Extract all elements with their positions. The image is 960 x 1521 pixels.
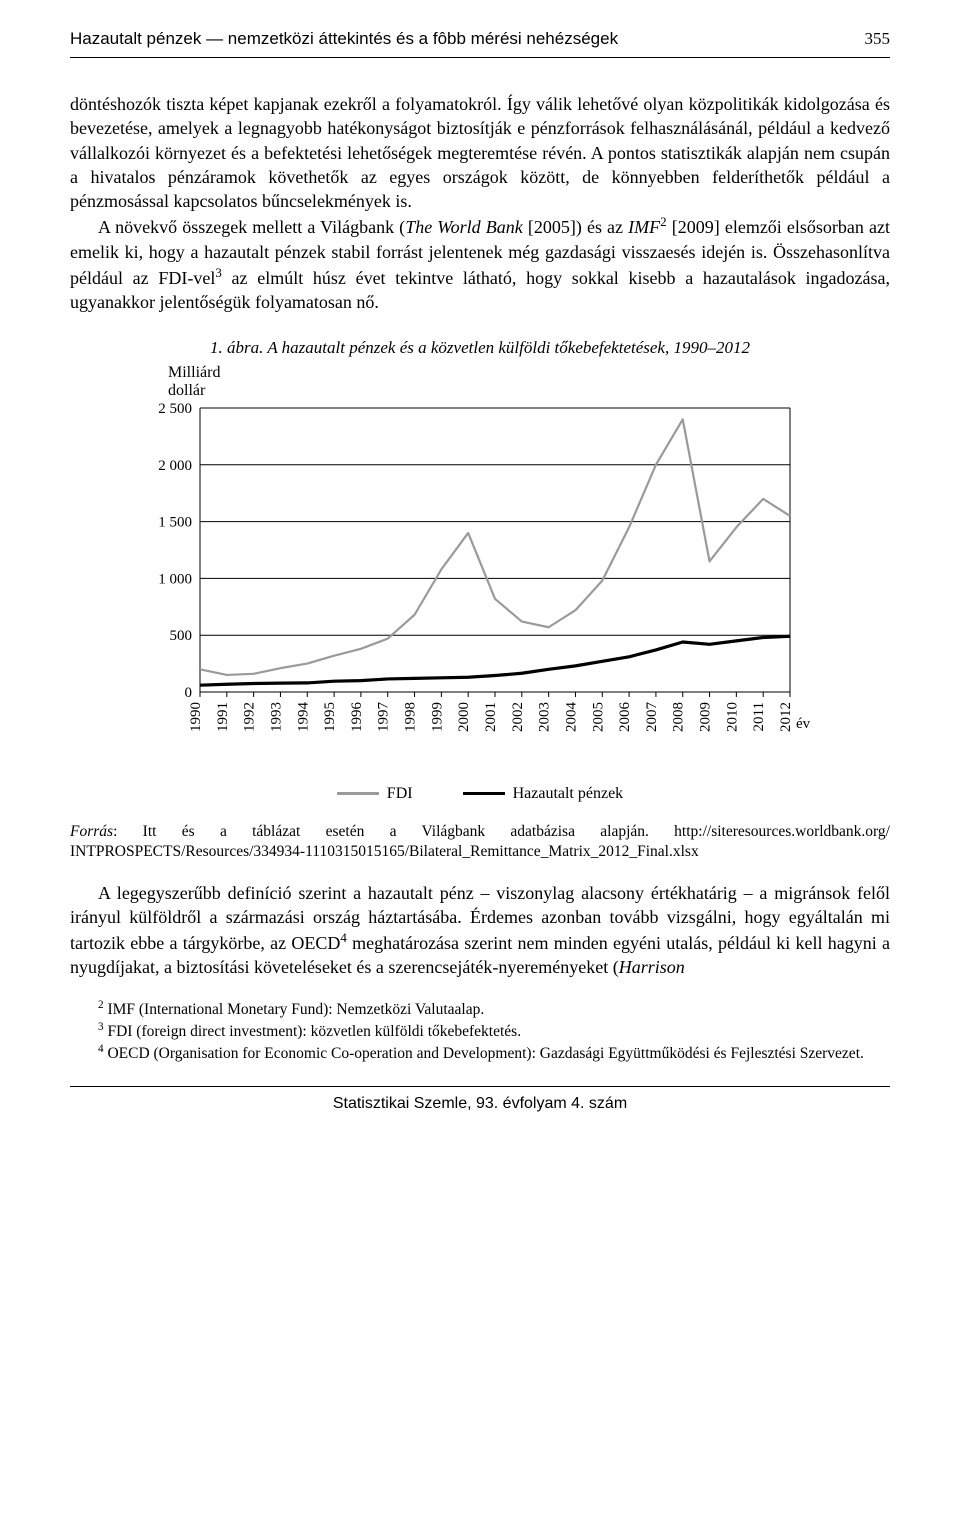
body-text-block-1: döntéshozók tiszta képet kapjanak ezekrő… (70, 92, 890, 315)
running-header: Hazautalt pénzek — nemzetközi áttekintés… (70, 28, 890, 58)
footnotes: 2 IMF (International Monetary Fund): Nem… (70, 998, 890, 1064)
svg-text:2009: 2009 (698, 702, 714, 732)
svg-text:2010: 2010 (724, 702, 740, 732)
legend-swatch-remit (463, 792, 505, 795)
svg-text:500: 500 (170, 629, 193, 645)
svg-text:1 000: 1 000 (158, 572, 192, 588)
footnote-3: 3 FDI (foreign direct investment): közve… (70, 1020, 890, 1042)
svg-text:2012: 2012 (778, 702, 794, 732)
chart-legend: FDI Hazautalt pénzek (140, 783, 820, 805)
svg-text:2007: 2007 (644, 702, 660, 733)
svg-text:1991: 1991 (215, 702, 231, 732)
footnote-2: 2 IMF (International Monetary Fund): Nem… (70, 998, 890, 1020)
figure-source: Forrás: Itt és a táblázat esetén a Világ… (70, 822, 890, 862)
paragraph-2: A növekvő összegek mellett a Világbank (… (70, 213, 890, 314)
legend-item-fdi: FDI (337, 783, 413, 805)
svg-text:2006: 2006 (617, 702, 633, 733)
svg-text:1992: 1992 (242, 702, 258, 732)
svg-text:1998: 1998 (403, 702, 419, 732)
svg-text:2008: 2008 (671, 702, 687, 732)
svg-text:2001: 2001 (483, 702, 499, 732)
svg-text:2003: 2003 (537, 702, 553, 732)
svg-text:0: 0 (185, 685, 193, 701)
legend-label-fdi: FDI (387, 783, 413, 805)
svg-text:2 000: 2 000 (158, 458, 192, 474)
svg-text:1 500: 1 500 (158, 515, 192, 531)
source-text: : Itt és a táblázat esetén a Világbank a… (70, 823, 890, 860)
paragraph-1: döntéshozók tiszta képet kapjanak ezekrő… (70, 92, 890, 213)
chart-container: 0 500 1 000 1 500 2 000 2 500 1990 1991 1992 1993… (140, 402, 820, 804)
p3-em: Harrison (619, 957, 685, 977)
footnote-4: 4 OECD (Organisation for Economic Co-ope… (70, 1042, 890, 1064)
svg-text:1994: 1994 (295, 702, 311, 733)
p2-pre: A növekvő összegek mellett a Világbank ( (98, 217, 405, 237)
fn2-text: IMF (International Monetary Fund): Nemze… (104, 1001, 485, 1018)
y-axis-l2: dollár (168, 382, 205, 399)
svg-text:2004: 2004 (563, 702, 579, 733)
svg-text:1990: 1990 (188, 702, 204, 732)
svg-text:2 500: 2 500 (158, 402, 192, 417)
svg-text:2011: 2011 (751, 702, 767, 731)
fn3-text: FDI (foreign direct investment): közvetl… (104, 1023, 522, 1040)
p2-mid1: [2005]) és az (523, 217, 628, 237)
y-axis-l1: Milliárd (168, 364, 220, 381)
svg-text:2002: 2002 (510, 702, 526, 732)
source-label: Forrás (70, 823, 113, 840)
legend-label-remit: Hazautalt pénzek (513, 783, 624, 805)
page-number: 355 (865, 28, 891, 51)
y-axis-title: Milliárd dollár (168, 364, 890, 401)
svg-text:2005: 2005 (590, 702, 606, 732)
body-text-block-2: A legegyszerűbb definíció szerint a haza… (70, 881, 890, 980)
p2-em2: IMF (628, 217, 660, 237)
svg-text:1999: 1999 (429, 702, 445, 732)
svg-text:év: év (796, 716, 811, 732)
legend-swatch-fdi (337, 792, 379, 794)
figure-caption: 1. ábra. A hazautalt pénzek és a közvetl… (70, 337, 890, 360)
paragraph-3: A legegyszerűbb definíció szerint a haza… (70, 881, 890, 980)
p2-em1: The World Bank (405, 217, 523, 237)
svg-text:1995: 1995 (322, 702, 338, 732)
svg-text:1993: 1993 (268, 702, 284, 732)
legend-item-remit: Hazautalt pénzek (463, 783, 624, 805)
svg-text:1997: 1997 (376, 702, 392, 733)
fn4-text: OECD (Organisation for Economic Co-opera… (104, 1045, 864, 1062)
running-title: Hazautalt pénzek — nemzetközi áttekintés… (70, 28, 618, 51)
page-footer: Statisztikai Szemle, 93. évfolyam 4. szá… (70, 1086, 890, 1115)
svg-text:2000: 2000 (456, 702, 472, 732)
svg-text:1996: 1996 (349, 702, 365, 733)
line-chart: 0 500 1 000 1 500 2 000 2 500 1990 1991 1992 1993… (140, 402, 820, 762)
